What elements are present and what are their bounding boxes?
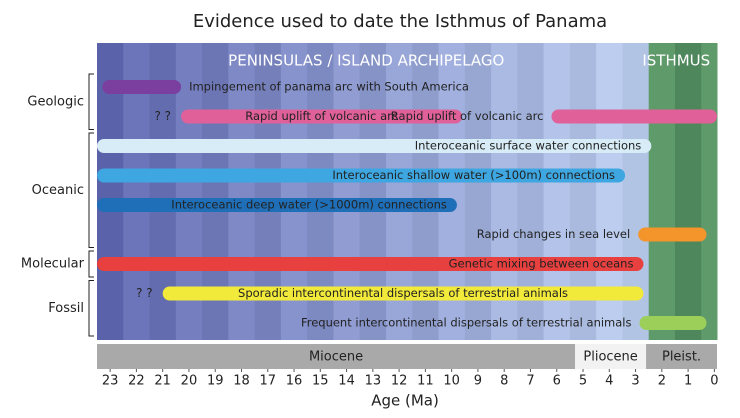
group-label: Geologic (27, 94, 84, 109)
x-tick-label: 5 (579, 374, 587, 389)
bar-label: Interoceanic shallow water (>100m) conne… (332, 168, 615, 182)
x-tick-label: 6 (553, 374, 561, 389)
x-tick-label: 12 (391, 374, 408, 389)
x-tick-label: 20 (181, 374, 198, 389)
group-label: Molecular (21, 257, 85, 272)
epoch-label: Miocene (309, 350, 363, 365)
x-tick-label: 22 (128, 374, 145, 389)
x-tick-label: 21 (154, 374, 171, 389)
x-tick-label: 9 (474, 374, 482, 389)
x-tick-label: 23 (102, 374, 119, 389)
x-tick-label: 1 (684, 374, 692, 389)
epoch (97, 344, 576, 369)
group-label: Oceanic (32, 183, 84, 198)
bar (638, 227, 707, 242)
bar-label: Rapid changes in sea level (477, 227, 630, 241)
x-tick-label: 17 (259, 374, 276, 389)
group-bracket (88, 280, 94, 337)
x-tick-label: 15 (312, 374, 329, 389)
bar (162, 286, 644, 301)
x-tick-label: 2 (658, 374, 666, 389)
bar (639, 316, 707, 330)
bar (97, 139, 652, 153)
bar (97, 198, 457, 212)
group-label: Fossil (48, 301, 84, 316)
x-tick-label: 13 (365, 374, 382, 389)
bar (181, 109, 463, 124)
x-tick-label: 11 (417, 374, 434, 389)
group-bracket (88, 250, 94, 278)
x-axis-label: Age (Ma) (371, 392, 439, 410)
bar-label: Interoceanic deep water (>1000m) connect… (171, 198, 447, 212)
x-tick-label: 7 (526, 374, 534, 389)
uncertain-mark: ? ? (155, 109, 172, 123)
epoch-label: Pleist. (662, 350, 701, 365)
region-label: ISTHMUS (642, 52, 710, 70)
bar-label: Impingement of panama arc with South Ame… (189, 80, 469, 94)
stripe (648, 43, 676, 340)
bar-label: Sporadic intercontinental dispersals of … (238, 286, 568, 300)
group-bracket (88, 73, 94, 130)
bar (97, 257, 644, 271)
chart-title: Evidence used to date the Isthmus of Pan… (193, 11, 607, 32)
group-bracket (88, 132, 94, 248)
x-tick-label: 0 (710, 374, 718, 389)
bar-label: Interoceanic surface water connections (415, 139, 642, 153)
bar (102, 80, 182, 94)
x-tick-label: 8 (500, 374, 508, 389)
stripe (701, 43, 718, 340)
x-tick-label: 16 (286, 374, 303, 389)
epoch (646, 344, 717, 369)
bar-label: Frequent intercontinental dispersals of … (301, 316, 632, 330)
bar (551, 109, 717, 124)
x-tick-label: 18 (233, 374, 250, 389)
bar (97, 168, 626, 183)
epoch (575, 344, 647, 369)
bar-label: Genetic mixing between oceans (449, 257, 634, 271)
x-tick-label: 4 (605, 374, 613, 389)
stripe (674, 43, 702, 340)
x-tick-label: 19 (207, 374, 224, 389)
x-tick-label: 10 (443, 374, 460, 389)
bar-label: Rapid uplift of volcanic arc (391, 109, 544, 123)
bar-label: Rapid uplift of volcanic arc (245, 109, 398, 123)
uncertain-mark: ? ? (136, 286, 153, 300)
x-tick-label: 3 (631, 374, 639, 389)
region-label: PENINSULAS / ISLAND ARCHIPELAGO (228, 52, 504, 70)
x-tick-label: 14 (338, 374, 355, 389)
epoch-label: Pliocene (583, 350, 637, 365)
